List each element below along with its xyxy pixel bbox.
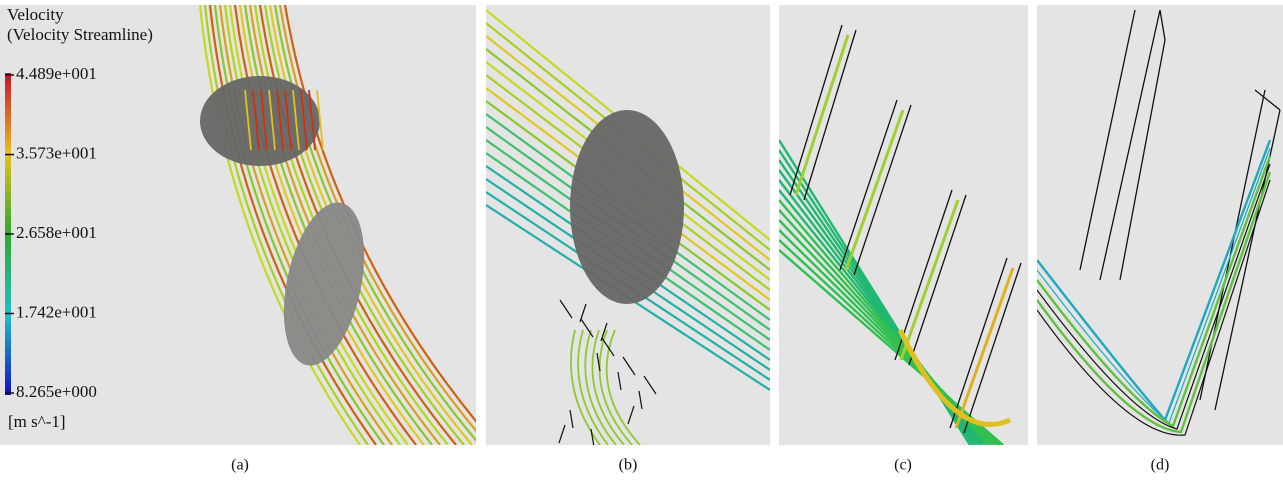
caption: (a)	[231, 457, 249, 474]
caption: (c)	[894, 457, 912, 474]
tick-label: 8.265e+000	[16, 382, 97, 401]
caption: (d)	[1151, 457, 1170, 474]
tick-label: 2.658e+001	[16, 223, 97, 242]
tick-label: 1.742e+001	[16, 302, 97, 321]
caption: (b)	[619, 457, 638, 474]
legend-subtitle: (Velocity Streamline)	[7, 25, 153, 44]
legend-title: Velocity	[7, 5, 64, 24]
panel-c-bg	[779, 5, 1028, 445]
figure: Velocity (Velocity Streamline) [m s^-1] …	[0, 0, 1283, 481]
tick-label: 4.489e+001	[16, 64, 97, 83]
obstacle	[570, 110, 684, 304]
tick-label: 3.573e+001	[16, 143, 97, 162]
obstacle	[200, 76, 320, 166]
legend-unit: [m s^-1]	[8, 412, 66, 431]
